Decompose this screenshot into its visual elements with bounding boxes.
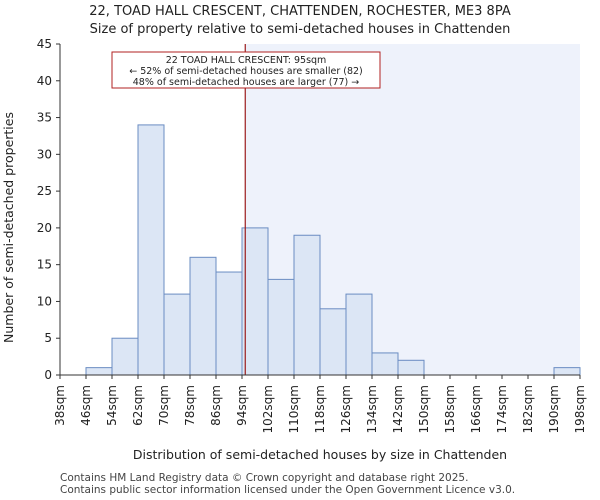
- bar-86sqm: [215, 271, 243, 376]
- x-tick-label: 94sqm: [235, 385, 249, 426]
- x-tick-label: 134sqm: [365, 385, 379, 433]
- y-tick-label: 5: [44, 331, 52, 345]
- x-tick-label: 190sqm: [547, 385, 561, 433]
- bar-142sqm: [397, 359, 425, 376]
- x-tick-label: 174sqm: [495, 385, 509, 433]
- bar-110sqm: [293, 234, 321, 376]
- annotation-border: [111, 51, 381, 89]
- x-tick-label: 126sqm: [339, 385, 353, 433]
- x-axis-label: Distribution of semi-detached houses by …: [133, 447, 507, 462]
- footer-line-1: Contains HM Land Registry data © Crown c…: [60, 472, 469, 484]
- x-axis: 38sqm 46sqm 54sqm 62sqm 70sqm 78sqm 86sqm 94sqm…: [53, 374, 587, 433]
- bar-46sqm: [85, 367, 113, 376]
- y-axis-label: Number of semi-detached properties: [1, 112, 16, 343]
- bar-54sqm: [111, 337, 139, 376]
- bar-62sqm: [137, 124, 165, 376]
- bar-190sqm: [553, 367, 581, 376]
- x-tick-label: 70sqm: [157, 385, 171, 426]
- annotation-line-1: 22 TOAD HALL CRESCENT: 95sqm: [166, 55, 327, 66]
- x-tick-label: 54sqm: [105, 385, 119, 426]
- chart-subtitle: Size of property relative to semi-detach…: [89, 22, 511, 37]
- bar-94sqm: [241, 227, 269, 376]
- bar-70sqm: [163, 293, 191, 376]
- x-tick-label: 46sqm: [79, 385, 93, 426]
- y-tick-label: 15: [37, 258, 52, 272]
- x-tick-label: 86sqm: [209, 385, 223, 426]
- x-tick-label: 166sqm: [469, 385, 483, 433]
- y-tick-label: 25: [37, 184, 52, 198]
- footer-line-2: Contains public sector information licen…: [60, 484, 516, 496]
- chart-title: 22, TOAD HALL CRESCENT, CHATTENDEN, ROCH…: [89, 4, 511, 19]
- bar-118sqm: [319, 308, 347, 376]
- x-tick-label: 150sqm: [417, 385, 431, 433]
- annotation-box: 22 TOAD HALL CRESCENT: 95sqm ← 52% of se…: [111, 51, 381, 89]
- x-tick-label: 158sqm: [443, 385, 457, 433]
- y-tick-label: 40: [37, 74, 52, 88]
- x-tick-label: 198sqm: [573, 385, 587, 433]
- x-tick-label: 62sqm: [131, 385, 145, 426]
- bar-126sqm: [345, 293, 373, 376]
- y-tick-label: 20: [37, 221, 52, 235]
- x-tick-label: 182sqm: [521, 385, 535, 433]
- y-tick-label: 0: [44, 368, 52, 382]
- bar-78sqm: [189, 256, 217, 376]
- annotation-line-3: 48% of semi-detached houses are larger (…: [133, 77, 360, 88]
- x-tick-label: 102sqm: [261, 385, 275, 433]
- y-tick-label: 35: [37, 111, 52, 125]
- bar-102sqm: [267, 278, 295, 376]
- histogram-bars: [85, 124, 581, 376]
- x-tick-label: 38sqm: [53, 385, 67, 426]
- x-tick-label: 78sqm: [183, 385, 197, 426]
- x-tick-label: 142sqm: [391, 385, 405, 433]
- annotation-line-2: ← 52% of semi-detached houses are smalle…: [129, 66, 363, 77]
- x-tick-label: 118sqm: [313, 385, 327, 433]
- y-tick-label: 45: [37, 37, 52, 51]
- x-tick-label: 110sqm: [287, 385, 301, 433]
- y-tick-label: 10: [37, 294, 52, 308]
- y-tick-label: 30: [37, 147, 52, 161]
- bar-134sqm: [371, 352, 399, 376]
- y-axis: 0 5 10 15 20 25 30 35 40 45: [37, 37, 61, 382]
